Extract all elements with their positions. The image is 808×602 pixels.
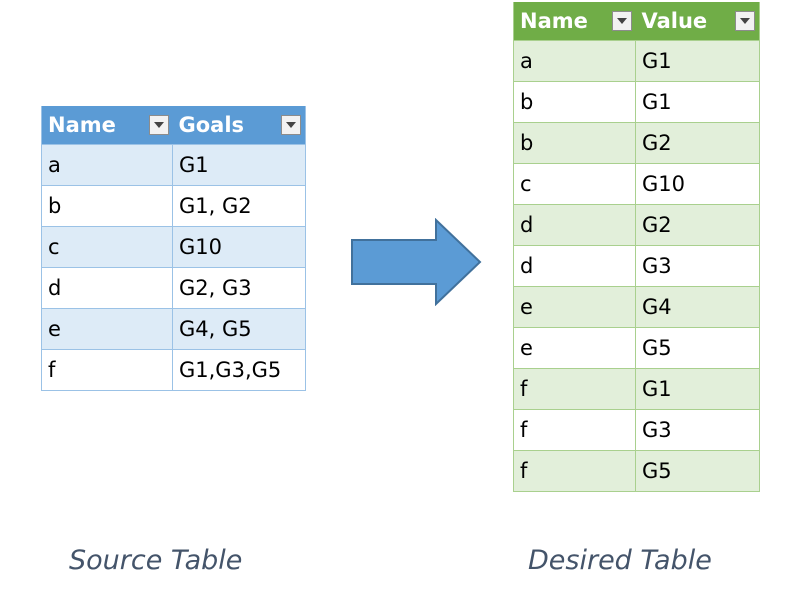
source-cell-goals[interactable]: G2, G3 [172,267,306,309]
source-table-caption: Source Table [69,545,243,576]
source-cell-name[interactable]: c [41,226,173,268]
desired-header-value-label: Value [641,9,708,33]
table-row: b G1 [513,81,760,123]
desired-cell-name[interactable]: d [513,245,636,287]
table-row: c G10 [41,226,306,268]
desired-cell-value[interactable]: G2 [635,122,760,164]
desired-cell-value[interactable]: G3 [635,245,760,287]
source-header-name-label: Name [48,113,116,137]
source-header-goals-label: Goals [178,113,245,137]
source-cell-goals[interactable]: G1 [172,144,306,186]
table-row: f G5 [513,450,760,492]
desired-cell-name[interactable]: b [513,122,636,164]
table-row: b G1, G2 [41,185,306,227]
source-cell-goals[interactable]: G1,G3,G5 [172,349,306,391]
desired-cell-value[interactable]: G3 [635,409,760,451]
desired-cell-value[interactable]: G1 [635,40,760,82]
desired-table: Name Value a G1 b G1 b G2 c G10 d G2 d G3 e G4 … [513,2,760,492]
desired-cell-value[interactable]: G5 [635,327,760,369]
desired-cell-name[interactable]: e [513,286,636,328]
desired-cell-value[interactable]: G5 [635,450,760,492]
source-header-name: Name [41,106,173,145]
desired-cell-name[interactable]: e [513,327,636,369]
table-row: d G2 [513,204,760,246]
desired-header-name: Name [513,2,636,41]
desired-cell-value[interactable]: G10 [635,163,760,205]
filter-dropdown-icon[interactable] [735,11,755,31]
desired-table-header-row: Name Value [513,2,760,41]
source-table: Name Goals a G1 b G1, G2 c G10 d G2, G3 … [41,106,306,391]
source-cell-name[interactable]: b [41,185,173,227]
table-row: c G10 [513,163,760,205]
filter-dropdown-icon[interactable] [611,11,632,31]
table-row: a G1 [41,144,306,186]
desired-cell-name[interactable]: c [513,163,636,205]
filter-dropdown-icon[interactable] [148,115,169,135]
table-row: a G1 [513,40,760,82]
table-row: d G3 [513,245,760,287]
table-row: f G1 [513,368,760,410]
table-row: f G1,G3,G5 [41,349,306,391]
desired-cell-name[interactable]: a [513,40,636,82]
desired-cell-value[interactable]: G1 [635,368,760,410]
desired-header-name-label: Name [520,9,588,33]
desired-cell-name[interactable]: b [513,81,636,123]
table-row: f G3 [513,409,760,451]
right-arrow-icon [351,218,482,306]
source-cell-name[interactable]: f [41,349,173,391]
source-cell-goals[interactable]: G1, G2 [172,185,306,227]
source-cell-goals[interactable]: G10 [172,226,306,268]
desired-cell-name[interactable]: f [513,409,636,451]
table-row: d G2, G3 [41,267,306,309]
source-header-goals: Goals [172,106,306,145]
table-row: e G5 [513,327,760,369]
desired-cell-name[interactable]: f [513,368,636,410]
table-row: e G4, G5 [41,308,306,350]
desired-cell-name[interactable]: f [513,450,636,492]
source-cell-name[interactable]: d [41,267,173,309]
source-table-header-row: Name Goals [41,106,306,145]
filter-dropdown-icon[interactable] [281,115,301,135]
desired-table-caption: Desired Table [528,545,712,576]
table-row: e G4 [513,286,760,328]
desired-cell-value[interactable]: G2 [635,204,760,246]
desired-cell-name[interactable]: d [513,204,636,246]
desired-cell-value[interactable]: G4 [635,286,760,328]
desired-cell-value[interactable]: G1 [635,81,760,123]
source-cell-name[interactable]: e [41,308,173,350]
source-cell-goals[interactable]: G4, G5 [172,308,306,350]
source-cell-name[interactable]: a [41,144,173,186]
desired-header-value: Value [635,2,760,41]
table-row: b G2 [513,122,760,164]
